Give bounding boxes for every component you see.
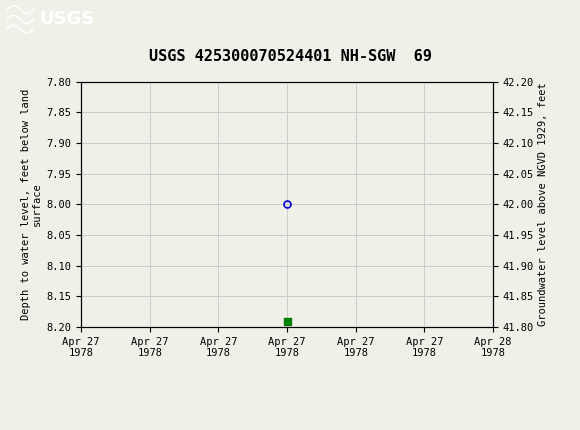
Y-axis label: Depth to water level, feet below land
surface: Depth to water level, feet below land su… [21, 89, 42, 320]
Y-axis label: Groundwater level above NGVD 1929, feet: Groundwater level above NGVD 1929, feet [538, 83, 548, 326]
Text: USGS 425300070524401 NH-SGW  69: USGS 425300070524401 NH-SGW 69 [148, 49, 432, 64]
Text: USGS: USGS [39, 10, 95, 28]
Bar [284, 318, 291, 325]
